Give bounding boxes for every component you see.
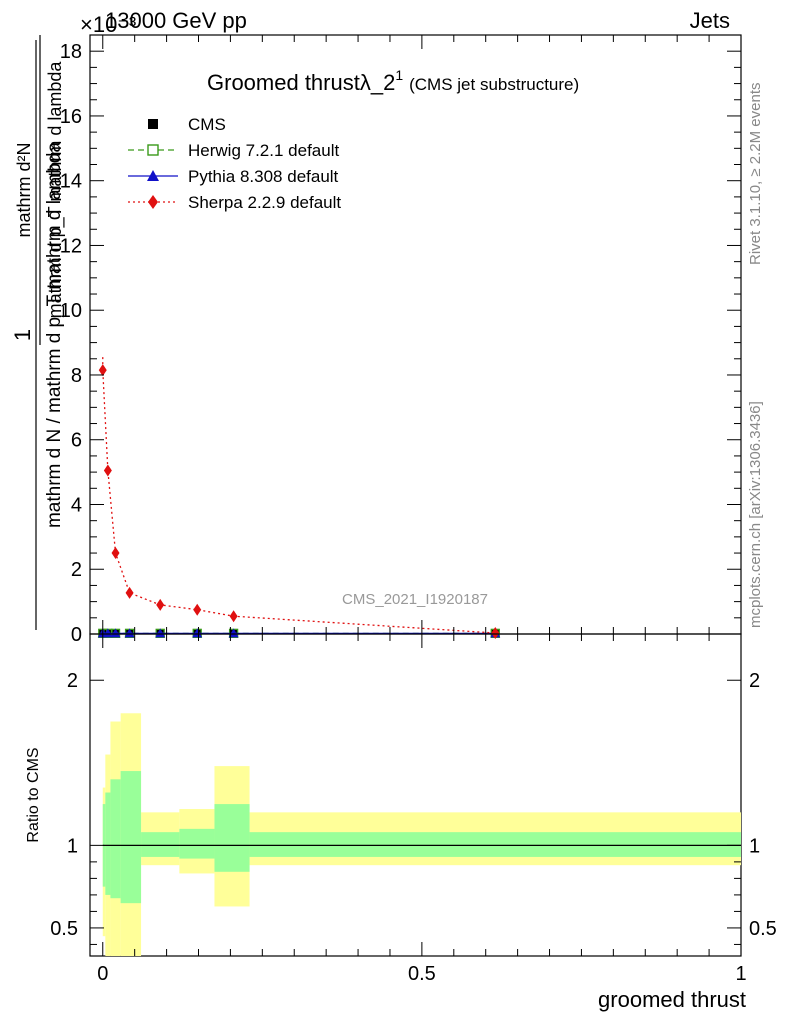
uncertainty-band-inner	[214, 804, 250, 872]
plot-title-text: Groomed thrustλ_2	[207, 70, 395, 95]
series-line	[102, 357, 496, 634]
ratio-plot-area	[102, 713, 741, 956]
legend-label: Herwig 7.2.1 default	[188, 141, 339, 160]
x-axis-label: groomed thrust	[598, 987, 746, 1012]
data-point-triangle	[102, 628, 113, 638]
x-tick-label: 0.5	[408, 963, 436, 985]
legend-label: Sherpa 2.2.9 default	[188, 193, 341, 212]
uncertainty-band-inner	[120, 771, 142, 904]
y-label-one-den: mathrm d N / mathrm d p_T mathrm d lambd…	[44, 142, 65, 529]
rivet-version-text: Rivet 3.1.10, ≥ 2.2M events	[747, 83, 764, 266]
ratio-y-label: Ratio to CMS	[25, 747, 42, 842]
legend-marker-triangle	[147, 170, 159, 181]
uncertainty-band-inner	[110, 779, 121, 899]
mcplots-text-group: mcplots.cern.ch [arXiv:1306.3436]	[747, 401, 764, 628]
data-point-diamond	[491, 627, 500, 640]
legend: CMS Herwig 7.2.1 default Pythia 8.308 defa…	[128, 115, 341, 212]
data-point-diamond	[156, 598, 165, 611]
x-tick-label: 1	[735, 963, 746, 985]
y-tick-label: 4	[71, 494, 82, 516]
y-label-num: mathrm d²N	[14, 142, 34, 237]
data-point-diamond	[103, 464, 112, 477]
uncertainty-band-inner	[105, 792, 111, 895]
plot-subtitle: (CMS jet substructure)	[409, 75, 579, 94]
data-point-triangle	[124, 628, 135, 638]
legend-label: Pythia 8.308 default	[188, 167, 339, 186]
data-point-diamond	[125, 586, 134, 599]
x-tick-label: 0	[97, 963, 108, 985]
y-tick-label: 12	[60, 235, 82, 257]
legend-marker-diamond	[148, 195, 158, 209]
y-tick-label: 18	[60, 41, 82, 63]
uncertainty-band-inner	[249, 832, 741, 857]
legend-marker-open-square	[147, 144, 159, 156]
header-energy: 13000 GeV pp	[105, 8, 247, 33]
ratio-y-tick-label-right: 1	[749, 835, 760, 857]
mcplots-text: mcplots.cern.ch [arXiv:1306.3436]	[747, 401, 764, 628]
y-tick-label: 8	[71, 365, 82, 387]
ratio-y-tick-label: 0.5	[50, 918, 78, 940]
y-tick-label: 14	[60, 171, 82, 193]
analysis-watermark: CMS_2021_I1920187	[342, 591, 488, 608]
legend-marker-square	[148, 119, 158, 129]
y-label-one: 1	[10, 329, 35, 341]
plot-title-sup: 1	[395, 67, 403, 83]
uncertainty-band-inner	[141, 832, 180, 857]
data-point-triangle	[192, 628, 203, 638]
data-point-diamond	[98, 364, 107, 377]
ratio-y-label-group: Ratio to CMS	[25, 747, 42, 842]
data-point-diamond	[111, 547, 120, 560]
scale-exponent: ×10⁻³	[80, 12, 136, 37]
data-point-diamond	[229, 610, 238, 623]
main-y-label-inner-bar: mathrm d p_T mathrm d lambda	[39, 35, 66, 345]
main-y-axis: 0 2 4 6 8 10 12 14 16 18	[60, 35, 742, 646]
y-tick-label: 16	[60, 106, 82, 128]
data-point-triangle	[155, 628, 166, 638]
ratio-y-tick-label-right: 0.5	[749, 918, 777, 940]
data-point-triangle	[110, 628, 121, 638]
uncertainty-band-inner	[179, 828, 215, 859]
y-tick-label: 0	[71, 624, 82, 646]
legend-label: CMS	[188, 115, 226, 134]
main-y-label-inner: mathrm d²N	[14, 142, 34, 237]
ratio-y-tick-label: 1	[67, 835, 78, 857]
header-jets: Jets	[690, 8, 730, 33]
series-sherpa-2-2-9-default	[98, 357, 500, 640]
y-tick-label: 10	[60, 300, 82, 322]
data-point-diamond	[193, 603, 202, 616]
ratio-y-tick-label: 2	[67, 670, 78, 692]
data-point-triangle	[228, 628, 239, 638]
rivet-text-group: Rivet 3.1.10, ≥ 2.2M events	[747, 83, 764, 266]
ratio-plot-frame	[89, 633, 742, 957]
y-tick-label: 2	[71, 559, 82, 581]
plot-title: Groomed thrustλ_21 (CMS jet substructure)	[207, 67, 579, 95]
y-label-den: mathrm d p_T mathrm d lambda	[45, 61, 66, 319]
main-y-label: 1 mathrm d N / mathrm d p_T mathrm d lam…	[10, 40, 65, 630]
y-tick-label: 6	[71, 430, 82, 452]
ratio-y-tick-label-right: 2	[749, 670, 760, 692]
ratio-axes: 0.5 0.5 1 1 2 2 0 0.5 1	[50, 634, 777, 985]
